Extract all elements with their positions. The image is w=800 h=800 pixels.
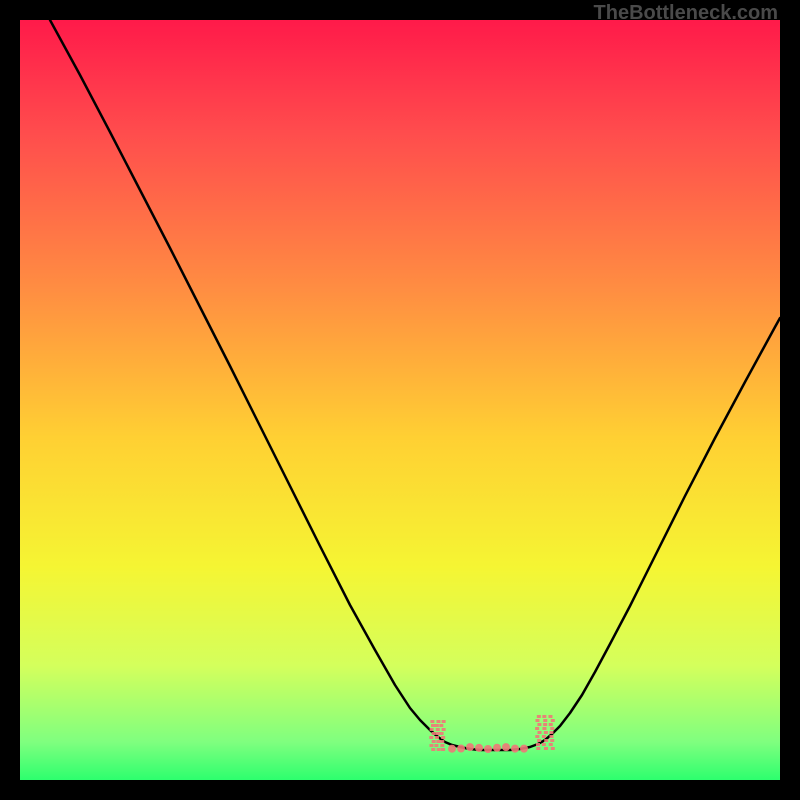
watermark-text: TheBottleneck.com (594, 2, 778, 25)
bottleneck-chart (20, 20, 780, 780)
chart-svg (20, 20, 780, 780)
